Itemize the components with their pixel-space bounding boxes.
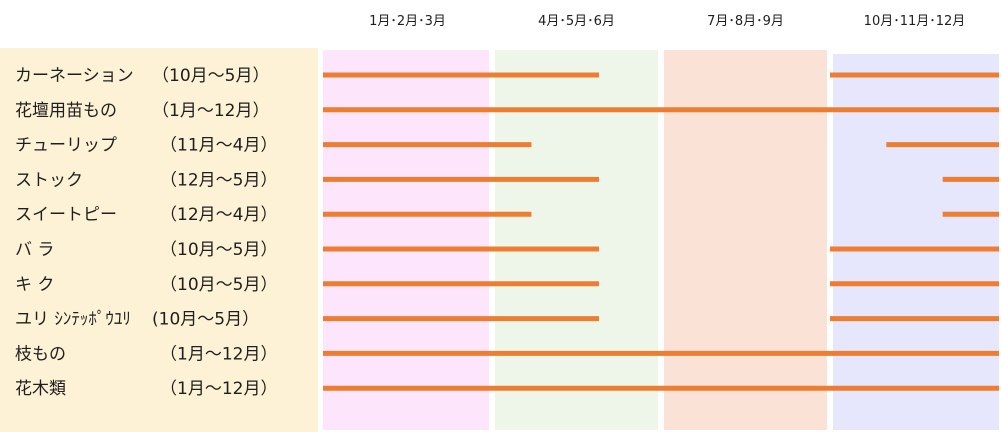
row-name: スイートピー	[15, 205, 117, 225]
row-labels: カーネーション （10月～5月） 花壇用苗もの （1月～12月） チューリップ （11月～…	[15, 66, 277, 399]
row-name: ストック	[15, 170, 83, 190]
row-period: （1月～12月）	[160, 344, 277, 364]
row-period: （10月～5月）	[160, 240, 277, 260]
season-band-2	[495, 50, 658, 430]
season-bands	[0, 48, 999, 432]
availability-bars	[323, 72, 999, 391]
row-name: カーネーション	[15, 66, 134, 86]
chart-row: 花木類 （1月～12月）	[15, 379, 277, 399]
row-period: (10月～5月）	[152, 310, 259, 330]
chart-row: 花壇用苗もの （1月～12月）	[15, 101, 269, 121]
row-period: （12月～4月）	[160, 205, 277, 225]
season-band-3	[664, 50, 827, 430]
chart-row: バ ラ （10月～5月）	[15, 240, 277, 260]
row-period: （1月～12月）	[152, 101, 269, 121]
row-name: 花木類	[15, 379, 66, 399]
row-period: （10月～5月）	[160, 275, 277, 295]
row-period: （12月～5月）	[160, 170, 277, 190]
row-period: （10月～5月）	[152, 66, 269, 86]
season-headers: 1月･2月･3月 4月･5月･6月 7月･8月･9月 10月･11月･12月	[369, 14, 965, 29]
row-name: 花壇用苗もの	[15, 101, 117, 121]
row-name: ユリ ｼﾝﾃｯﾎﾟｳﾕﾘ	[15, 310, 131, 330]
chart-row: キ ク （10月～5月）	[15, 275, 277, 295]
chart-row: チューリップ （11月～4月）	[15, 136, 277, 156]
season-header-1: 1月･2月･3月	[369, 14, 446, 29]
row-name: バ ラ	[15, 240, 54, 260]
row-period: （1月～12月）	[160, 379, 277, 399]
season-header-2: 4月･5月･6月	[538, 14, 615, 29]
row-period: （11月～4月）	[160, 136, 277, 156]
chart-row: スイートピー （12月～4月）	[15, 205, 277, 225]
chart-row: ユリ ｼﾝﾃｯﾎﾟｳﾕﾘ (10月～5月）	[15, 310, 259, 330]
row-name: 枝もの	[15, 344, 66, 364]
row-name: キ ク	[15, 275, 54, 295]
season-band-4	[833, 54, 999, 430]
season-band-1	[323, 50, 489, 430]
chart-row: カーネーション （10月～5月）	[15, 66, 269, 86]
chart-row: ストック （12月～5月）	[15, 170, 277, 190]
row-name: チューリップ	[15, 136, 117, 156]
season-header-4: 10月･11月･12月	[864, 14, 966, 29]
label-panel	[0, 48, 318, 432]
season-header-3: 7月･8月･9月	[707, 14, 784, 29]
chart-row: 枝もの （1月～12月）	[15, 344, 277, 364]
